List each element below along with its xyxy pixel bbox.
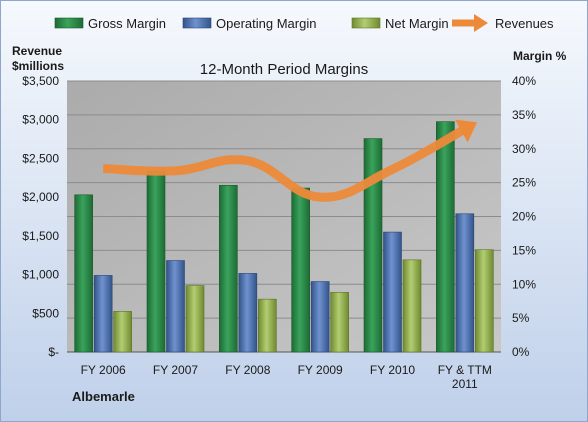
bar-operating-margin-1 <box>166 260 185 353</box>
left-axis-title: Revenue $millions <box>12 44 65 73</box>
bar-net-margin-4 <box>402 259 422 353</box>
legend: Gross Margin Operating Margin Net Margin Re… <box>54 14 554 32</box>
right-tick-label: 15% <box>512 243 536 257</box>
right-tick-label: 25% <box>512 176 536 190</box>
bar-gross-margin-4 <box>363 138 383 353</box>
left-tick-label: $500 <box>32 306 59 320</box>
revenue-arrowhead <box>455 119 478 143</box>
bar-marks <box>74 121 494 353</box>
bar-net-margin-2 <box>258 298 277 353</box>
left-tick-label: $1,000 <box>22 268 59 282</box>
right-tick-label: 35% <box>512 108 536 122</box>
category-label: FY 2007 <box>153 363 198 377</box>
category-label: FY & TTM <box>438 363 492 377</box>
bar-operating-margin-4 <box>383 231 402 353</box>
right-axis-title: Margin % <box>513 49 567 63</box>
legend-label-gross-margin: Gross Margin <box>88 16 166 31</box>
bar-net-margin-3 <box>330 292 349 353</box>
category-label: FY 2006 <box>81 363 126 377</box>
right-tick-label: 5% <box>512 311 530 325</box>
left-tick-label: $- <box>48 345 59 359</box>
bar-operating-margin-5 <box>455 213 475 353</box>
right-tick-label: 40% <box>512 74 536 88</box>
left-axis-title-line-1: Revenue <box>12 44 62 58</box>
legend-swatch-net-margin <box>351 17 381 29</box>
category-labels: FY 2006 FY 2007 FY 2008 FY 2009 FY 2010 FY & … <box>81 363 492 391</box>
left-tick-label: $1,500 <box>22 229 59 243</box>
legend-label-revenues: Revenues <box>495 16 554 31</box>
bar-gross-margin-0 <box>74 194 93 353</box>
legend-swatch-arrow <box>474 14 488 32</box>
bar-operating-margin-2 <box>238 273 258 353</box>
category-label: FY 2010 <box>370 363 415 377</box>
left-tick-label: $3,000 <box>22 113 59 127</box>
category-label: FY 2008 <box>225 363 270 377</box>
left-tick-label: $2,500 <box>22 151 59 165</box>
legend-label-operating-margin: Operating Margin <box>216 16 316 31</box>
left-axis-ticks: $- $500 $1,000 $1,500 $2,000 $2,500 $3,000 $3,5… <box>22 74 59 359</box>
left-axis-title-line-2: $millions <box>12 59 64 73</box>
right-tick-label: 30% <box>512 142 536 156</box>
bar-operating-margin-3 <box>310 281 330 353</box>
company-name: Albemarle <box>72 389 135 404</box>
chart-title: 12-Month Period Margins <box>200 61 368 78</box>
legend-swatch-gross-margin <box>54 17 84 29</box>
bar-net-margin-0 <box>113 311 132 353</box>
bar-net-margin-5 <box>475 249 494 353</box>
right-axis-ticks: 0% 5% 10% 15% 20% 25% 30% 35% 40% <box>512 74 536 359</box>
left-tick-label: $3,500 <box>22 74 59 88</box>
bar-gross-margin-2 <box>219 185 238 353</box>
bar-operating-margin-0 <box>93 275 113 353</box>
right-tick-label: 20% <box>512 210 536 224</box>
category-label: FY 2009 <box>298 363 343 377</box>
revenue-line <box>102 119 478 202</box>
left-tick-label: $2,000 <box>22 190 59 204</box>
bar-gross-margin-5 <box>436 121 455 353</box>
revenue-line-path <box>102 125 468 202</box>
legend-swatch-operating-margin <box>182 17 212 29</box>
bar-gross-margin-1 <box>146 170 166 353</box>
right-tick-label: 0% <box>512 345 530 359</box>
bar-net-margin-1 <box>185 285 205 353</box>
right-tick-label: 10% <box>512 277 536 291</box>
category-label: 2011 <box>452 377 478 391</box>
legend-label-net-margin: Net Margin <box>385 16 449 31</box>
bar-gross-margin-3 <box>291 187 310 353</box>
